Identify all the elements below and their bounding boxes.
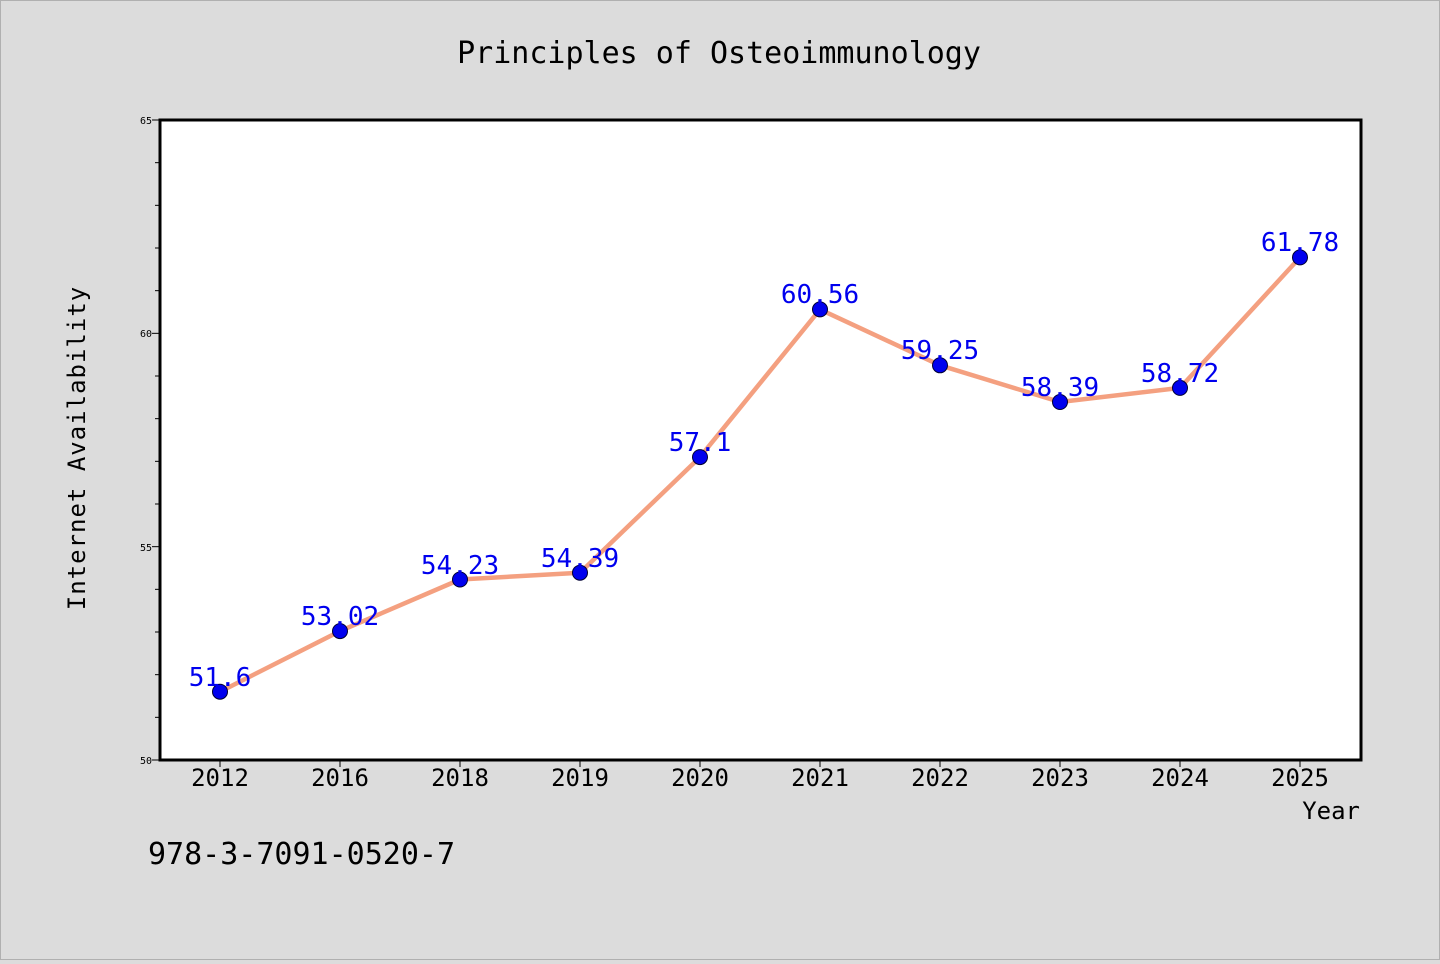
data-point-marker xyxy=(452,571,468,588)
y-tick-label: 55 xyxy=(140,543,152,554)
x-tick-label: 2025 xyxy=(1271,764,1329,792)
x-tick-label: 2016 xyxy=(311,764,369,792)
data-point-marker xyxy=(1172,379,1188,396)
y-tick-labels: 50 55 60 65 xyxy=(140,116,152,767)
data-label: 61.78 xyxy=(1261,228,1339,258)
data-point-marker xyxy=(812,301,828,318)
x-tick-label: 2020 xyxy=(671,764,729,792)
y-tick-label: 60 xyxy=(140,329,152,340)
data-point-marker xyxy=(692,449,708,466)
data-label: 51.6 xyxy=(189,663,252,693)
series-group: 51.6 53.02 54.23 54.39 57.1 60.56 59.25 … xyxy=(189,228,1339,700)
data-label: 54.39 xyxy=(541,544,619,574)
x-tick-label: 2024 xyxy=(1151,764,1209,792)
isbn-text: 978-3-7091-0520-7 xyxy=(148,837,455,872)
x-tick-label: 2018 xyxy=(431,764,489,792)
data-label: 58.39 xyxy=(1021,373,1099,403)
data-labels: 51.6 53.02 54.23 54.39 57.1 60.56 59.25 … xyxy=(189,228,1339,693)
y-tick-label: 65 xyxy=(140,116,152,127)
chart-title: Principles of Osteoimmunology xyxy=(457,36,981,71)
x-tick-labels: 2012 2016 2018 2019 2020 2021 2022 2023 … xyxy=(191,764,1329,792)
x-tick-label: 2022 xyxy=(911,764,969,792)
data-point-marker xyxy=(1292,249,1308,266)
data-label: 53.02 xyxy=(301,602,379,632)
data-point-marker xyxy=(932,357,948,374)
x-axis-label: Year xyxy=(1302,797,1360,825)
data-label: 59.25 xyxy=(901,336,979,366)
x-tick-label: 2019 xyxy=(551,764,609,792)
data-point-marker xyxy=(1052,394,1068,410)
data-label: 54.23 xyxy=(421,551,499,581)
y-tick-label: 50 xyxy=(140,756,152,767)
data-label: 58.72 xyxy=(1141,359,1219,389)
x-tick-label: 2021 xyxy=(791,764,849,792)
plot-frame xyxy=(158,118,1363,762)
data-label: 60.56 xyxy=(781,280,859,310)
x-tick-label: 2012 xyxy=(191,764,249,792)
data-label: 57.1 xyxy=(669,428,732,458)
series-line xyxy=(217,255,1303,694)
data-point-marker xyxy=(212,683,228,700)
plot-area xyxy=(160,120,1361,760)
data-point-marker xyxy=(572,564,588,581)
x-tick-label: 2023 xyxy=(1031,764,1089,792)
series-markers xyxy=(212,249,1308,700)
data-point-marker xyxy=(332,623,348,640)
y-axis-label: Internet Availability xyxy=(63,286,91,610)
